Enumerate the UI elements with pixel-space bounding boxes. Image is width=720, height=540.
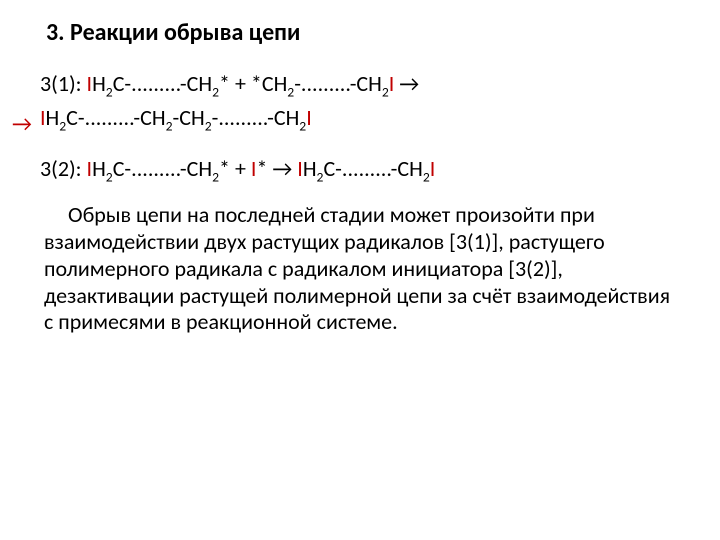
eq3-p1b: C-.........-CH <box>113 155 212 182</box>
eq1-p1c: * + *CH <box>219 70 287 97</box>
equation-3-1-line1: 3(1): IH2C-.........-CH2* + *CH2-.......… <box>40 69 682 99</box>
eq3-s4: 2 <box>423 169 430 186</box>
eq3-p1a: H <box>92 155 106 182</box>
eq3-p2b: C-.........-CH <box>323 155 422 182</box>
eq2-p1a: H <box>46 104 60 131</box>
eq3-s1: 2 <box>106 169 113 186</box>
eq1-s4: 2 <box>382 83 389 100</box>
side-arrow-icon: → <box>12 109 32 139</box>
eq1-lead: 3(1): <box>40 70 87 97</box>
eq3-star: * → <box>256 155 297 182</box>
section-title: 3. Реакции обрыва цепи <box>46 18 682 47</box>
eq2-s3: 2 <box>205 117 212 134</box>
equation-3-1-line2: → IH2C-.........-CH2-CH2-.........-CH2I <box>40 103 682 133</box>
eq3-s2: 2 <box>212 169 219 186</box>
eq1-arrow: → <box>394 70 419 97</box>
eq1-p1b: C-.........-CH <box>113 70 212 97</box>
eq2-s2: 2 <box>166 117 173 134</box>
equation-3-2: 3(2): IH2C-.........-CH2* + I* → IH2C-..… <box>40 154 682 184</box>
eq1-s1: 2 <box>106 83 113 100</box>
eq2-p1b: C-.........-CH <box>66 104 165 131</box>
eq1-s2: 2 <box>212 83 219 100</box>
slide: 3. Реакции обрыва цепи 3(1): IH2C-......… <box>0 0 720 354</box>
eq3-p1c: * + <box>219 155 251 182</box>
eq3-I3: I <box>430 155 436 182</box>
eq1-p1d: -.........-CH <box>294 70 382 97</box>
eq2-p1c: -CH <box>173 104 205 131</box>
eq2-p1d: -.........-CH <box>212 104 300 131</box>
eq2-I2: I <box>306 104 312 131</box>
eq3-lead: 3(2): <box>40 155 87 182</box>
eq3-p2a: H <box>303 155 317 182</box>
eq1-p1a: H <box>92 70 106 97</box>
body-paragraph: Обрыв цепи на последней стадии может про… <box>44 202 682 336</box>
